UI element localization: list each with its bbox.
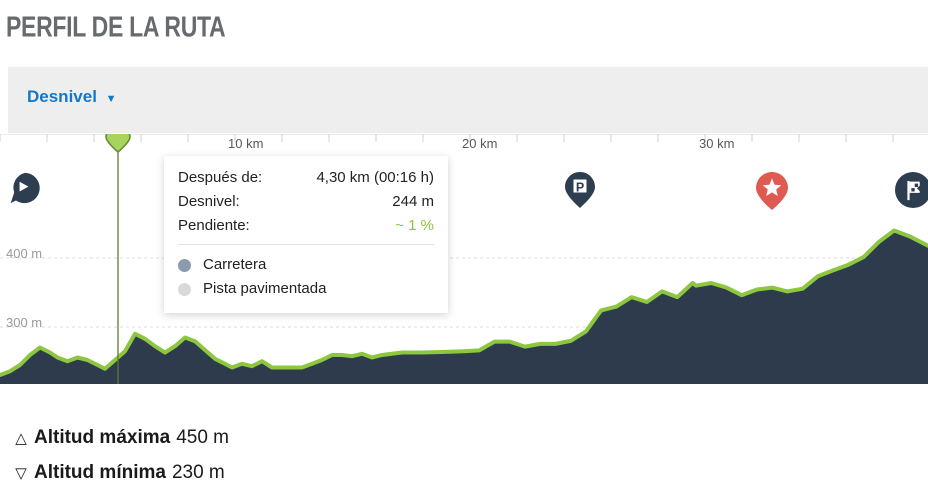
svg-text:P: P <box>576 181 584 195</box>
